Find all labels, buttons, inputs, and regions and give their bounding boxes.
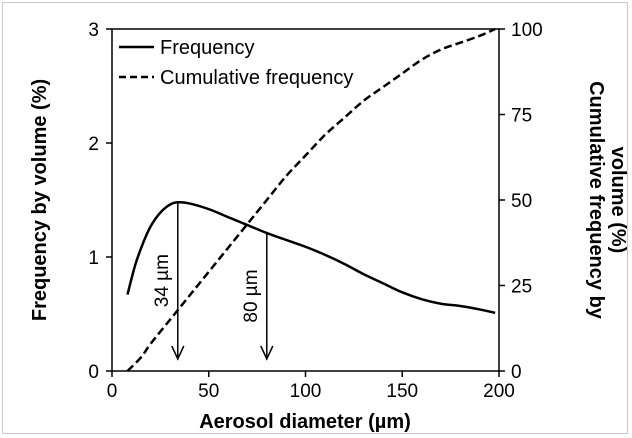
x-axis-title: Aerosol diameter (µm) — [199, 411, 411, 433]
y2-axis-title-line-2: volume (%) — [607, 147, 629, 254]
right-y-ticks: 0 25 50 75 100 — [499, 20, 543, 383]
y-tick-label: 2 — [88, 134, 99, 155]
annotation-arrow-head — [260, 345, 274, 361]
left-y-ticks: 0 1 2 3 — [88, 20, 112, 383]
cumulative-frequency-line — [126, 27, 496, 372]
legend-label-cumulative: Cumulative frequency — [160, 67, 353, 89]
x-tick-label: 200 — [483, 381, 515, 402]
x-tick-label: 100 — [290, 381, 322, 402]
annotation-arrow-head — [171, 345, 185, 361]
x-tick-label: 150 — [386, 381, 418, 402]
legend-label-frequency: Frequency — [160, 37, 255, 59]
annotations-group: 34 µm 80 µm — [152, 202, 274, 361]
y-tick-label: 3 — [88, 20, 99, 41]
legend: Frequency Cumulative frequency — [119, 37, 353, 89]
annotation-label: 34 µm — [152, 254, 173, 307]
chart-frame — [2, 2, 628, 434]
y-axis-title: Frequency by volume (%) — [29, 79, 51, 321]
series-group — [126, 27, 496, 372]
y2-tick-label: 50 — [511, 191, 532, 212]
y2-tick-label: 100 — [511, 20, 543, 41]
y2-axis-title-line-1: Cumulative frequency by — [585, 81, 607, 320]
x-tick-label: 50 — [198, 381, 219, 402]
x-tick-label: 0 — [107, 381, 118, 402]
x-ticks: 0 50 100 150 200 — [107, 371, 515, 402]
annotation-label: 80 µm — [241, 269, 262, 322]
frequency-line — [126, 200, 496, 315]
y2-tick-label: 75 — [511, 106, 532, 127]
y2-tick-label: 0 — [511, 362, 522, 383]
y2-tick-label: 25 — [511, 277, 532, 298]
y-tick-label: 1 — [88, 248, 99, 269]
y-tick-label: 0 — [88, 362, 99, 383]
